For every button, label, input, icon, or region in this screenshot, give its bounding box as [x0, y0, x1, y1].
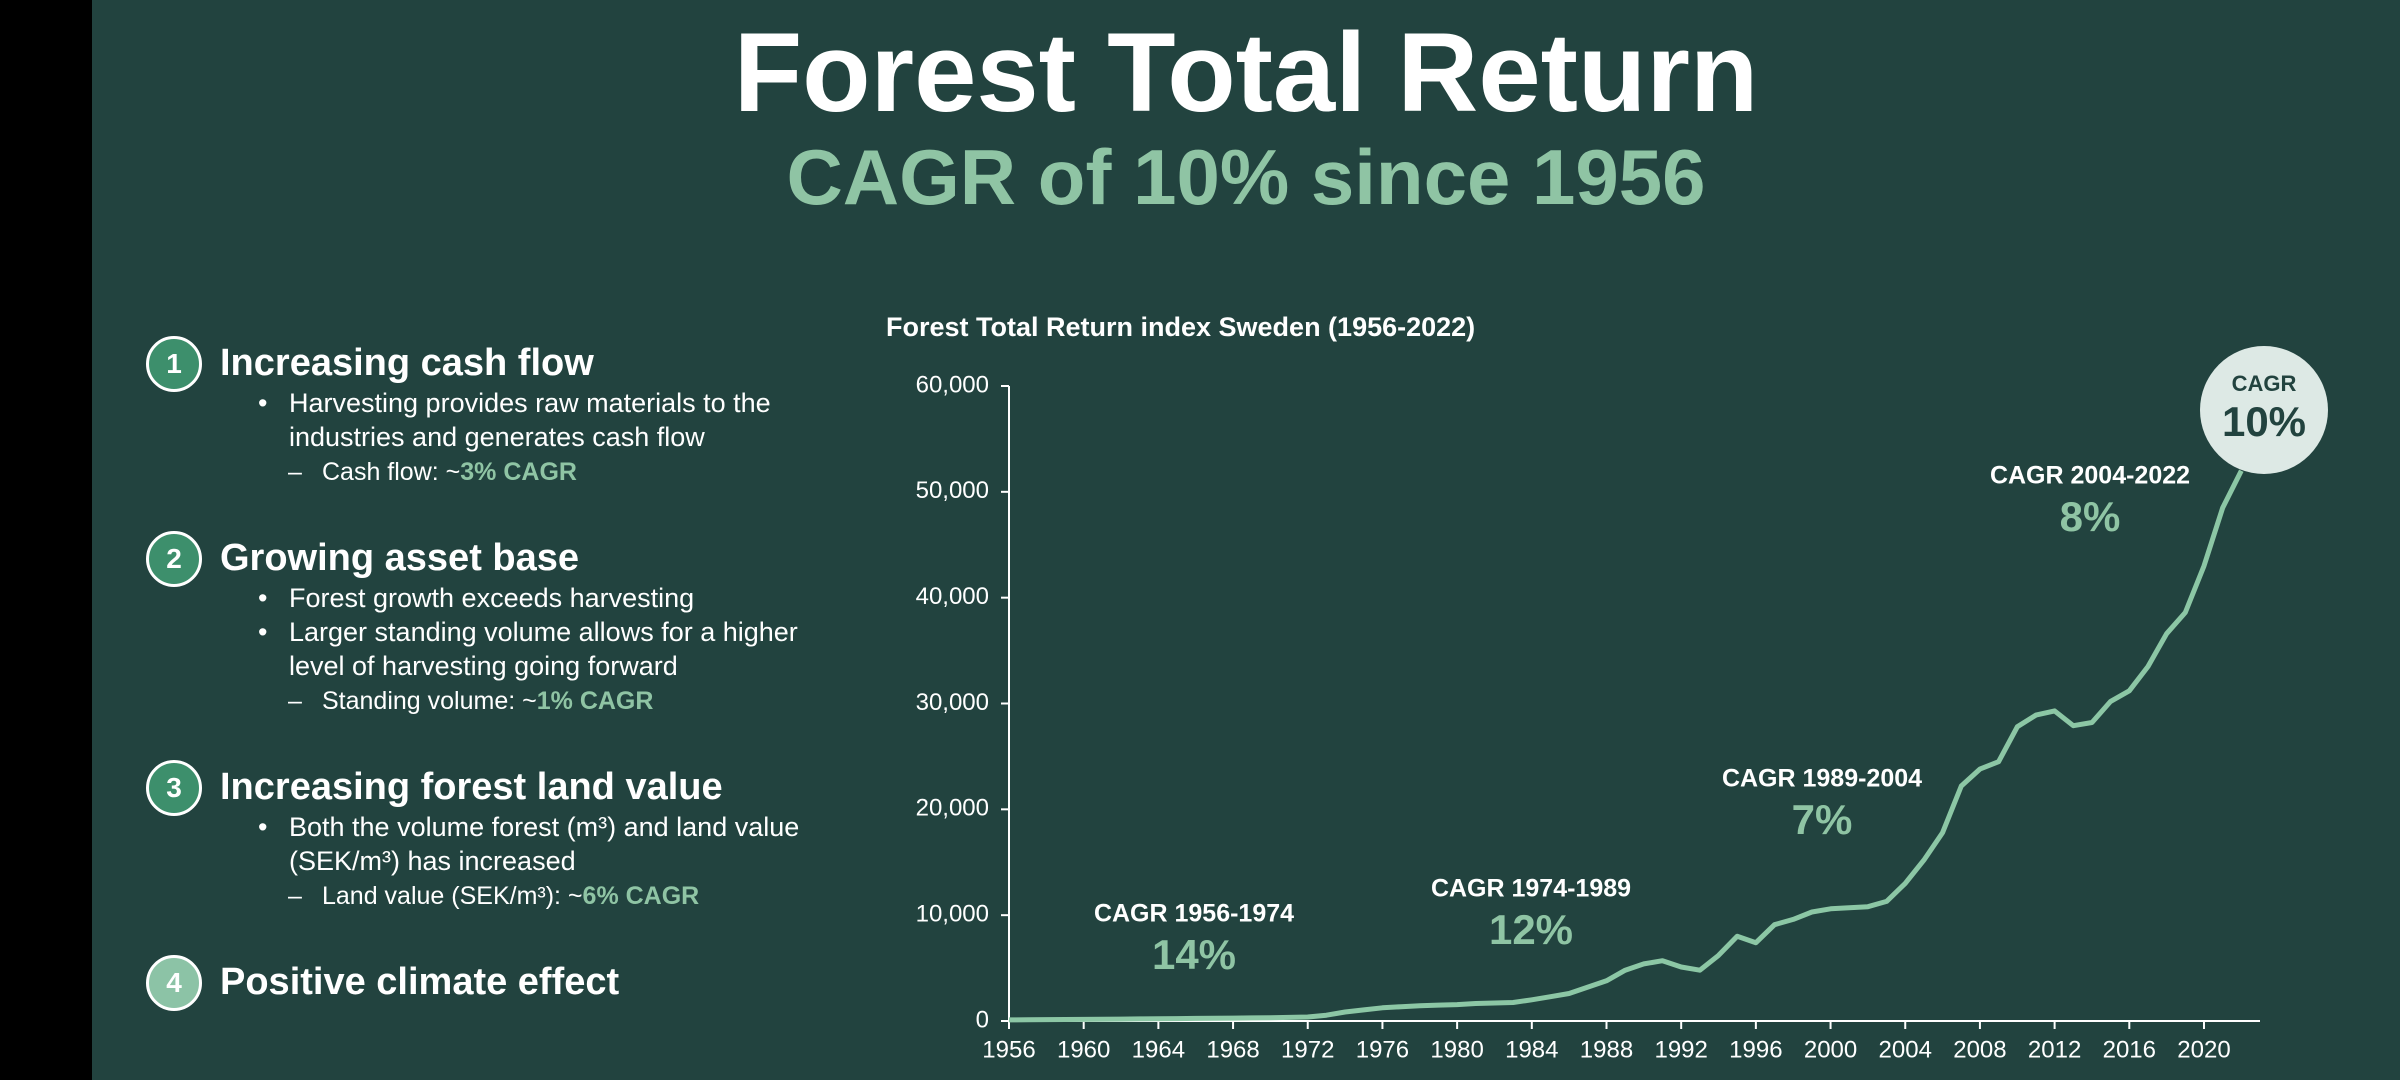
key-points: 1 Increasing cash flowHarvesting provides…: [146, 336, 866, 1050]
subtitle: CAGR of 10% since 1956: [786, 133, 1706, 221]
annotation-value: 12%: [1489, 906, 1573, 953]
annotation-label: CAGR 1974-1989: [1431, 875, 1631, 903]
sub-label: Cash flow: ~: [322, 458, 461, 486]
sub-label: Standing volume: ~: [322, 687, 537, 715]
list-item: 1 Increasing cash flowHarvesting provides…: [146, 336, 866, 490]
x-tick-label: 1956: [982, 1036, 1035, 1063]
x-tick-label: 2016: [2103, 1036, 2156, 1063]
y-tick-label: 0: [976, 1006, 989, 1033]
x-tick-label: 1992: [1654, 1036, 1707, 1063]
x-tick-label: 2020: [2177, 1036, 2230, 1063]
x-tick-label: 1988: [1580, 1036, 1633, 1063]
y-tick-label: 10,000: [916, 901, 989, 928]
item-title: Increasing forest land value: [220, 766, 723, 808]
list-item: 3 Increasing forest land valueBoth the vo…: [146, 760, 866, 914]
y-tick-label: 60,000: [916, 371, 989, 398]
sub-value: 3% CAGR: [460, 458, 577, 486]
y-tick-label: 40,000: [916, 583, 989, 610]
bullet: Both the volume forest (m³) and land val…: [220, 810, 849, 878]
item-number: 4: [146, 955, 202, 1011]
annotation-label: CAGR 1956-1974: [1094, 900, 1294, 928]
x-tick-label: 1996: [1729, 1036, 1782, 1063]
annotation-value: 8%: [2060, 493, 2121, 540]
annotation-label: CAGR 1989-2004: [1722, 765, 1922, 793]
highlight-label: CAGR: [2232, 371, 2297, 396]
x-tick-label: 1984: [1505, 1036, 1558, 1063]
list-item: 2 Growing asset baseForest growth exceeds…: [146, 531, 866, 719]
item-number: 2: [146, 531, 202, 587]
annotation-label: CAGR 2004-2022: [1990, 462, 2190, 490]
item-number: 1: [146, 336, 202, 392]
x-tick-label: 2008: [1953, 1036, 2006, 1063]
sub-bullet: Cash flow: ~3% CAGR: [220, 454, 866, 490]
title: Forest Total Return: [733, 10, 1759, 135]
x-tick-label: 1972: [1281, 1036, 1334, 1063]
x-tick-label: 1960: [1057, 1036, 1110, 1063]
item-title: Growing asset base: [220, 537, 580, 579]
sub-label: Land value (SEK/m³): ~: [322, 882, 583, 910]
list-item: 4 Positive climate effect: [146, 955, 866, 1011]
line: [1008, 469, 2244, 1023]
item-title: Positive climate effect: [220, 961, 620, 1003]
x-tick-label: 1976: [1356, 1036, 1409, 1063]
highlight-circle: [2200, 346, 2328, 474]
sub-bullet: Land value (SEK/m³): ~6% CAGR: [220, 878, 866, 914]
x-tick-label: 1980: [1430, 1036, 1483, 1063]
x-tick-label: 1968: [1206, 1036, 1259, 1063]
chart-title: Forest Total Return index Sweden (1956-2…: [886, 312, 1475, 342]
bullet: Larger standing volume allows for a high…: [220, 615, 849, 683]
x-tick-label: 2004: [1879, 1036, 1932, 1063]
y-tick-label: 20,000: [916, 795, 989, 822]
highlight-value: 10%: [2222, 398, 2306, 445]
sub-bullet: Standing volume: ~1% CAGR: [220, 683, 866, 719]
bullet: Harvesting provides raw materials to the…: [220, 386, 849, 454]
item-title: Increasing cash flow: [220, 342, 594, 384]
sub-value: 6% CAGR: [582, 882, 700, 910]
y-tick-label: 30,000: [916, 689, 989, 716]
x-tick-label: 1964: [1132, 1036, 1185, 1063]
bullet: Forest growth exceeds harvesting: [220, 581, 849, 615]
y-tick-label: 50,000: [916, 477, 989, 504]
annotation-value: 14%: [1152, 931, 1236, 978]
annotation-value: 7%: [1792, 796, 1853, 843]
side-strip: [0, 0, 92, 1080]
x-tick-label: 2000: [1804, 1036, 1857, 1063]
item-number: 3: [146, 760, 202, 816]
x-tick-label: 2012: [2028, 1036, 2081, 1063]
sub-value: 1% CAGR: [536, 687, 654, 715]
